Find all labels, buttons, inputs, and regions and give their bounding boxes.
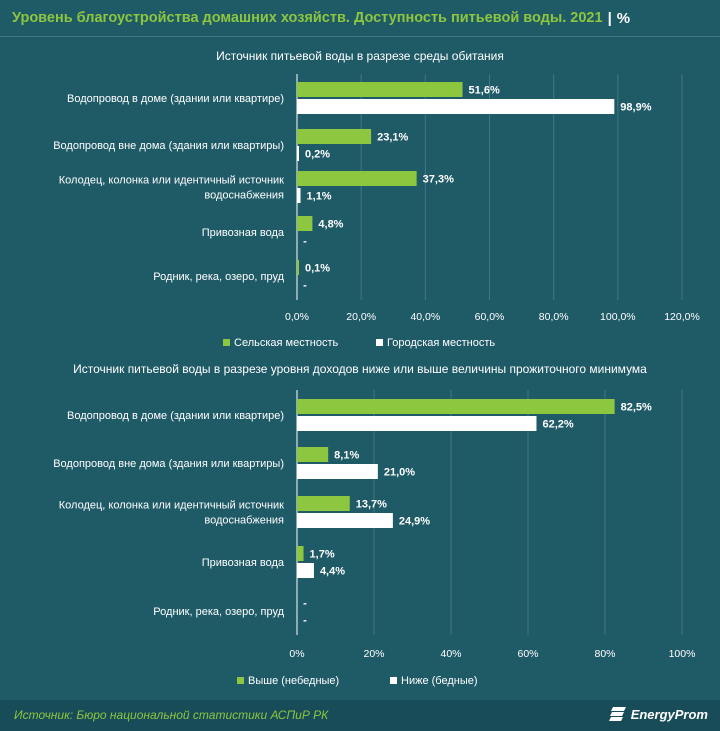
page-title: Уровень благоустройства домашних хозяйст… [12,10,603,26]
data-label: 1,1% [307,191,332,203]
logo-text: EnergyProm [630,706,708,722]
legend-swatch [390,677,397,684]
chart-title: Источник питьевой воды в разрезе среды о… [216,49,504,63]
energyprom-logo: EnergyProm [608,706,708,722]
category-label: Привозная вода [202,557,285,569]
x-tick-label: 120,0% [664,311,700,323]
x-tick-label: 100,0% [600,311,636,323]
bar-series-1 [297,171,417,186]
x-tick-label: 80,0% [539,311,569,323]
x-tick-label: 40% [440,648,461,660]
data-label: 51,6% [469,85,500,97]
data-label: 82,5% [621,402,652,414]
category-label: водоснабжения [204,515,284,527]
data-label: 4,8% [318,219,343,231]
legend-label: Ниже (бедные) [401,675,478,687]
bar-series-2 [297,513,393,528]
source-note: Источник: Бюро национальной статистики А… [14,708,329,722]
data-label: 23,1% [377,132,408,144]
legend-label: Выше (небедные) [248,675,339,687]
bar-series-1 [297,546,304,561]
header-divider [0,36,720,37]
bar-series-1 [297,399,615,414]
data-label: 62,2% [542,419,573,431]
data-label: 4,4% [320,566,345,578]
data-label: - [303,598,307,610]
header: Уровень благоустройства домашних хозяйст… [0,0,720,36]
category-label: Колодец, колонка или идентичный источник [59,500,284,512]
data-label: 37,3% [423,174,454,186]
bar-series-2 [297,146,299,161]
data-label: 24,9% [399,516,430,528]
category-label: Колодец, колонка или идентичный источник [59,175,284,187]
category-label: Водопровод в доме (здании или квартире) [67,410,284,422]
data-label: - [303,236,307,248]
x-tick-label: 20,0% [346,311,376,323]
chart-by-income: Источник питьевой воды в разрезе уровня … [53,362,696,687]
energyprom-logo-icon [608,707,626,721]
bar-series-1 [297,447,329,462]
x-tick-label: 0,0% [285,311,309,323]
bar-series-1 [297,216,313,231]
x-tick-label: 40,0% [410,311,440,323]
x-tick-label: 20% [363,648,384,660]
legend-swatch [376,339,383,346]
data-label: 1,7% [310,549,335,561]
data-label: 21,0% [384,467,415,479]
x-tick-label: 100% [669,648,696,660]
category-label: Привозная вода [202,227,285,239]
bar-series-1 [297,129,372,144]
title-unit: % [616,9,631,27]
category-label: Родник, река, озеро, пруд [153,271,284,283]
x-tick-label: 80% [594,648,615,660]
category-label: Водопровод вне дома (здания или квартиры… [53,458,284,470]
x-tick-label: 60,0% [475,311,505,323]
x-tick-label: 0% [289,648,304,660]
data-label: 0,1% [305,263,330,275]
x-tick-label: 60% [517,648,538,660]
data-label: - [303,615,307,627]
category-label: Водопровод в доме (здании или квартире) [67,93,284,105]
bar-series-1 [297,260,299,275]
legend-label: Сельская местность [234,337,338,349]
data-label: 0,2% [305,149,330,161]
data-label: - [303,280,307,292]
data-label: 98,9% [620,102,651,114]
chart-by-settlement: Источник питьевой воды в разрезе среды о… [53,49,700,349]
bar-series-2 [297,99,615,114]
title-separator: | [607,9,612,27]
legend-swatch [223,339,230,346]
bar-series-2 [297,464,378,479]
bar-series-1 [297,82,463,97]
category-label: Водопровод вне дома (здания или квартиры… [53,140,284,152]
bar-series-1 [297,496,350,511]
bar-series-2 [297,188,301,203]
bar-series-2 [297,416,537,431]
legend-label: Городская местность [387,337,495,349]
legend-swatch [237,677,244,684]
bar-series-2 [297,563,314,578]
data-label: 8,1% [334,450,359,462]
category-label: Родник, река, озеро, пруд [153,606,284,618]
data-label: 13,7% [356,499,387,511]
chart-title: Источник питьевой воды в разрезе уровня … [73,362,647,376]
footer: Источник: Бюро национальной статистики А… [0,700,720,731]
category-label: водоснабжения [204,190,284,202]
